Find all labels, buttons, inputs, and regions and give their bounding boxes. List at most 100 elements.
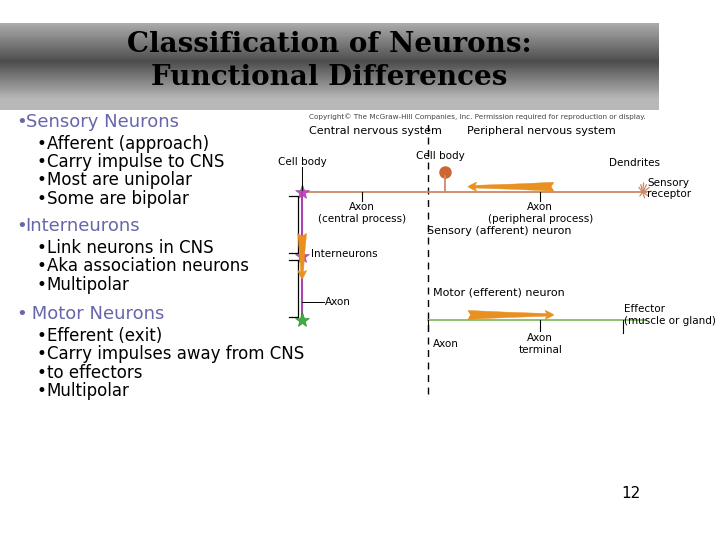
Bar xyxy=(0,39,660,40)
Bar xyxy=(0,59,660,60)
Bar xyxy=(0,102,660,103)
Bar xyxy=(0,100,660,102)
Bar xyxy=(0,70,660,71)
Bar xyxy=(0,63,660,64)
Bar xyxy=(0,58,660,59)
Bar xyxy=(0,56,660,57)
Bar xyxy=(0,53,660,54)
Bar xyxy=(0,99,660,100)
Bar xyxy=(0,103,660,104)
Text: Motor Neurons: Motor Neurons xyxy=(26,305,164,323)
Bar xyxy=(0,104,660,105)
Bar xyxy=(0,107,660,108)
Bar xyxy=(0,28,660,29)
Text: Sensory (afferent) neuron: Sensory (afferent) neuron xyxy=(427,226,571,235)
Text: Axon
(central process): Axon (central process) xyxy=(318,202,405,224)
Text: Effector
(muscle or gland): Effector (muscle or gland) xyxy=(624,304,716,326)
Bar xyxy=(0,90,660,91)
Text: Dendrites: Dendrites xyxy=(609,158,660,168)
Bar xyxy=(0,96,660,97)
Bar xyxy=(0,77,660,78)
Text: Efferent (exit): Efferent (exit) xyxy=(47,327,162,345)
Bar xyxy=(0,82,660,83)
Bar xyxy=(0,25,660,26)
Bar xyxy=(0,105,660,106)
Bar xyxy=(0,42,660,43)
Bar xyxy=(0,79,660,80)
Bar xyxy=(0,88,660,89)
Text: Cell body: Cell body xyxy=(416,151,464,161)
Bar xyxy=(0,29,660,30)
Text: •: • xyxy=(37,153,47,171)
Bar xyxy=(0,36,660,37)
Bar xyxy=(0,33,660,34)
Bar xyxy=(0,80,660,82)
Bar xyxy=(0,75,660,76)
Bar xyxy=(0,30,660,31)
Text: •: • xyxy=(37,190,47,207)
Text: Afferent (approach): Afferent (approach) xyxy=(47,134,209,153)
Text: Link neurons in CNS: Link neurons in CNS xyxy=(47,239,213,257)
Bar xyxy=(0,89,660,90)
Text: •: • xyxy=(37,327,47,345)
Bar xyxy=(0,55,660,56)
Text: •: • xyxy=(17,217,27,235)
Text: Axon: Axon xyxy=(433,339,459,349)
Text: Motor (efferent) neuron: Motor (efferent) neuron xyxy=(433,288,565,298)
Bar xyxy=(0,91,660,92)
Bar xyxy=(0,85,660,86)
Text: •: • xyxy=(37,363,47,382)
Bar xyxy=(0,66,660,67)
Bar xyxy=(0,84,660,85)
Text: Multipolar: Multipolar xyxy=(47,382,130,400)
Bar xyxy=(0,76,660,77)
Text: •: • xyxy=(37,275,47,294)
Text: Central nervous system: Central nervous system xyxy=(310,126,442,136)
Bar xyxy=(0,37,660,38)
Bar xyxy=(0,64,660,65)
Bar xyxy=(0,44,660,45)
Text: Most are unipolar: Most are unipolar xyxy=(47,171,192,190)
Text: Cell body: Cell body xyxy=(278,157,326,166)
Bar xyxy=(0,43,660,44)
Text: •: • xyxy=(37,171,47,190)
Bar xyxy=(0,65,660,66)
Bar xyxy=(0,69,660,70)
Text: to effectors: to effectors xyxy=(47,363,142,382)
Bar xyxy=(0,72,660,73)
Bar xyxy=(0,67,660,68)
Bar xyxy=(0,87,660,88)
Text: •: • xyxy=(37,258,47,275)
Text: •: • xyxy=(17,113,27,131)
Text: Axon: Axon xyxy=(325,297,351,307)
Bar xyxy=(0,93,660,94)
Bar xyxy=(0,51,660,52)
Bar xyxy=(0,61,660,62)
Bar xyxy=(0,46,660,48)
Bar xyxy=(0,108,660,109)
Bar xyxy=(0,48,660,49)
Bar xyxy=(0,45,660,46)
Bar xyxy=(0,41,660,42)
Text: •: • xyxy=(37,382,47,400)
Bar xyxy=(0,86,660,87)
Bar xyxy=(0,92,660,93)
Bar xyxy=(0,52,660,53)
Bar xyxy=(0,62,660,63)
Bar xyxy=(0,54,660,55)
Bar xyxy=(0,73,660,74)
Text: Interneurons: Interneurons xyxy=(311,249,378,259)
Bar xyxy=(0,106,660,107)
Text: Some are bipolar: Some are bipolar xyxy=(47,190,189,207)
Text: Carry impulse to CNS: Carry impulse to CNS xyxy=(47,153,224,171)
Text: •: • xyxy=(37,239,47,257)
Text: •: • xyxy=(17,305,27,323)
Bar xyxy=(0,68,660,69)
Bar xyxy=(0,26,660,28)
Bar xyxy=(0,109,660,110)
Bar xyxy=(0,95,660,96)
Text: Sensory Neurons: Sensory Neurons xyxy=(26,113,179,131)
Text: Axon
(peripheral process): Axon (peripheral process) xyxy=(487,202,593,224)
Bar xyxy=(0,74,660,75)
Bar xyxy=(0,97,660,98)
